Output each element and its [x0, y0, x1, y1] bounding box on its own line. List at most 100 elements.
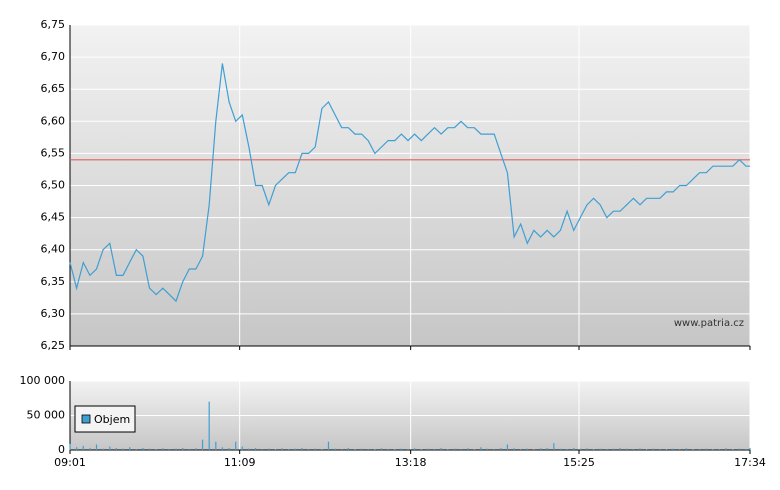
chart-layer: 6,25 6,30 6,35 6,40 6,45 6,50 6,55 6,60 6,65 6,70… [20, 18, 766, 469]
volume-bar [679, 448, 681, 450]
y-tick-label: 6,70 [41, 50, 66, 63]
y-tick-label: 6,55 [41, 146, 66, 159]
watermark: www.patria.cz [674, 318, 744, 329]
volume-bar [672, 448, 674, 450]
volume-bar [685, 448, 687, 450]
volume-bar [254, 447, 257, 450]
volume-bar [692, 449, 694, 450]
volume-bar [420, 449, 422, 450]
volume-bar [367, 448, 369, 450]
volume-bar [732, 449, 734, 450]
volume-bar [639, 448, 641, 450]
y-tick-label: 6,30 [41, 307, 66, 320]
volume-bar [268, 448, 270, 450]
volume-bar [76, 447, 78, 450]
volume-bar [573, 447, 575, 450]
volume-bar [374, 449, 376, 450]
volume-bar [553, 443, 555, 450]
volume-bar [82, 445, 84, 450]
volume-bar [95, 444, 98, 450]
volume-bar [341, 448, 343, 450]
y-tick-label: 6,45 [41, 211, 66, 224]
volume-bar [712, 449, 714, 450]
volume-bar [301, 447, 303, 450]
volume-bar [334, 448, 336, 450]
volume-bar [129, 447, 131, 450]
volume-bar [433, 448, 436, 450]
volume-bar [208, 401, 210, 450]
volume-bar [592, 449, 595, 450]
y-tick-label: 6,25 [41, 339, 66, 352]
volume-bar [539, 448, 542, 450]
legend-swatch [81, 414, 91, 424]
volume-bar [599, 448, 601, 450]
volume-bar [526, 448, 528, 450]
volume-bar [586, 448, 588, 450]
x-tick-label: 11:09 [224, 456, 256, 469]
volume-bar [122, 448, 124, 450]
x-tick-label: 13:18 [395, 456, 427, 469]
volume-bar [546, 447, 548, 450]
volume-bar [261, 448, 263, 450]
volume-bar [314, 448, 316, 450]
volume-bar [632, 448, 634, 450]
volume-bar [619, 447, 621, 450]
volume-bar [559, 448, 562, 450]
volume-bar [718, 448, 721, 450]
volume-bar [749, 447, 751, 450]
volume-bar [646, 449, 648, 450]
volume-bar [109, 446, 111, 450]
volume-bar [745, 448, 747, 450]
volume-bar [652, 448, 654, 450]
y2-tick-label: 0 [58, 443, 65, 456]
volume-bar [347, 447, 349, 450]
volume-bar [467, 448, 469, 450]
volume-bar [201, 439, 204, 450]
volume-bar [612, 448, 615, 450]
volume-bar [606, 448, 608, 450]
volume-bar [705, 448, 707, 450]
volume-bar [394, 449, 396, 450]
volume-bar [566, 448, 568, 450]
volume-bar [221, 447, 224, 450]
volume-bar [307, 448, 310, 450]
volume-bar [281, 448, 283, 450]
volume-bar [400, 448, 402, 450]
volume-bar [520, 448, 522, 450]
volume-bar [228, 447, 230, 450]
y-tick-label: 6,40 [41, 243, 66, 256]
volume-bar [168, 448, 171, 450]
volume-bar [235, 441, 237, 450]
volume-bar [480, 447, 482, 450]
volume-bar [215, 441, 217, 450]
volume-bar [738, 448, 740, 450]
x-tick-label: 15:25 [563, 456, 595, 469]
y-tick-label: 6,60 [41, 114, 66, 127]
volume-bar [725, 448, 727, 450]
y-tick-label: 6,65 [41, 82, 66, 95]
volume-bar [440, 447, 442, 450]
volume-bar [195, 448, 197, 450]
volume-bar [327, 441, 330, 450]
volume-bar [460, 448, 462, 450]
y2-tick-label: 50 000 [27, 409, 66, 422]
volume-bar [288, 448, 290, 450]
volume-bar [135, 448, 137, 450]
volume-bar [493, 448, 495, 450]
volume-bar [414, 448, 416, 450]
volume-bar [115, 447, 117, 450]
volume-bar [241, 446, 243, 450]
volume-bar [473, 449, 475, 450]
volume-bar [182, 447, 184, 450]
volume-bar [447, 449, 449, 450]
y-tick-label: 6,75 [41, 18, 66, 31]
price-line [69, 63, 750, 303]
y-tick-label: 6,50 [41, 179, 66, 192]
volume-bar [361, 448, 363, 450]
y-tick-label: 6,35 [41, 275, 66, 288]
volume-bar [175, 448, 177, 450]
volume-bar [407, 448, 409, 450]
volume-bar [188, 448, 190, 450]
y2-tick-label: 100 000 [20, 374, 66, 387]
